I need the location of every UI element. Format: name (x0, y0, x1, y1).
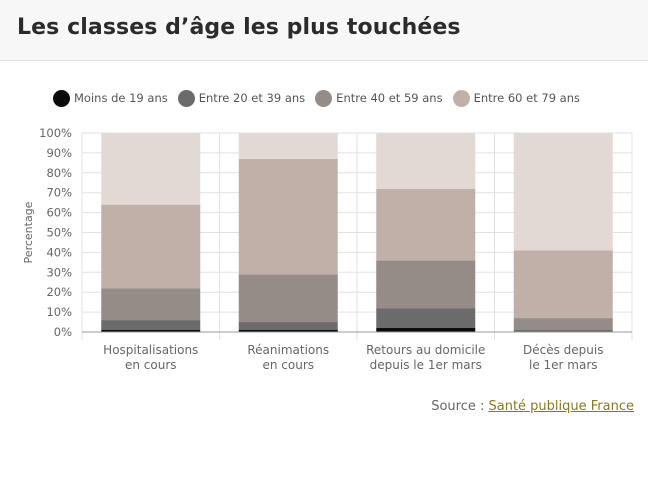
legend-swatch (452, 89, 470, 107)
y-tick-label: 50% (46, 226, 72, 240)
legend-label: Entre 20 et 39 ans (198, 91, 306, 105)
legend-item[interactable]: Entre 60 et 79 ans (452, 89, 581, 107)
bar-segment (376, 260, 476, 309)
bar-segment (101, 330, 201, 332)
source-link[interactable]: Santé publique France (488, 399, 634, 414)
chart-title: Les classes d’âge les plus touchées (17, 15, 461, 40)
legend-swatch (177, 89, 195, 107)
bar-segment (376, 308, 476, 329)
bar-segment (238, 322, 338, 331)
y-tick-label: 10% (46, 305, 72, 319)
category-label: depuis le 1er mars (370, 358, 482, 372)
bar-segment (513, 133, 613, 251)
y-tick-label: 60% (46, 206, 72, 220)
bar-segment (238, 158, 338, 275)
category-label: Décès depuis (523, 343, 603, 357)
y-axis-label: Percentage (22, 201, 35, 263)
bar-segment (101, 320, 201, 331)
category-label: le 1er mars (529, 358, 598, 372)
bar-segment (513, 330, 613, 332)
bar-segment (376, 188, 476, 261)
y-tick-label: 0% (54, 325, 72, 339)
source-prefix: Source : (431, 399, 489, 414)
source-note: Source : Santé publique France (431, 399, 634, 414)
bar-segment (101, 204, 201, 289)
y-tick-label: 20% (46, 285, 72, 299)
legend-label: Entre 60 et 79 ans (473, 91, 581, 105)
category-label: en cours (262, 358, 314, 372)
category-label: Réanimations (247, 343, 329, 357)
legend-item[interactable]: Entre 20 et 39 ans (177, 89, 306, 107)
bar-segment (101, 288, 201, 321)
bar-segment (238, 133, 338, 159)
header: Les classes d’âge les plus touchées (0, 0, 648, 61)
legend-item[interactable]: Moins de 19 ans (53, 89, 168, 107)
legend-item[interactable]: Entre 40 et 59 ans (315, 89, 443, 107)
bar-segment (238, 330, 338, 332)
bar-segment (238, 274, 338, 323)
stacked-bar-chart: 0% 10% 20% 30% 40% 50% 60% 70% 80% 90% 100% Hospita… (22, 126, 633, 372)
bar-segment (101, 133, 201, 205)
legend-swatch (315, 89, 333, 107)
category-label: Hospitalisations (103, 343, 198, 357)
category-label: en cours (125, 358, 177, 372)
category-label: Retours au domicile (366, 343, 485, 357)
legend-swatch (53, 89, 70, 107)
bar-segment (376, 328, 476, 332)
y-tick-label: 90% (46, 146, 72, 160)
bar-segment (513, 318, 613, 331)
legend-label: Moins de 19 ans (74, 91, 168, 105)
bar-segment (376, 133, 476, 189)
y-tick-label: 30% (46, 265, 72, 279)
y-tick-label: 80% (46, 166, 72, 180)
y-tick-label: 70% (46, 186, 72, 200)
legend-label: Entre 40 et 59 ans (336, 91, 443, 105)
legend: Moins de 19 ans Entre 20 et 39 ans Entre 4… (53, 88, 590, 108)
y-tick-label: 100% (39, 126, 72, 140)
bar-segment (513, 250, 613, 319)
y-tick-label: 40% (46, 245, 72, 259)
